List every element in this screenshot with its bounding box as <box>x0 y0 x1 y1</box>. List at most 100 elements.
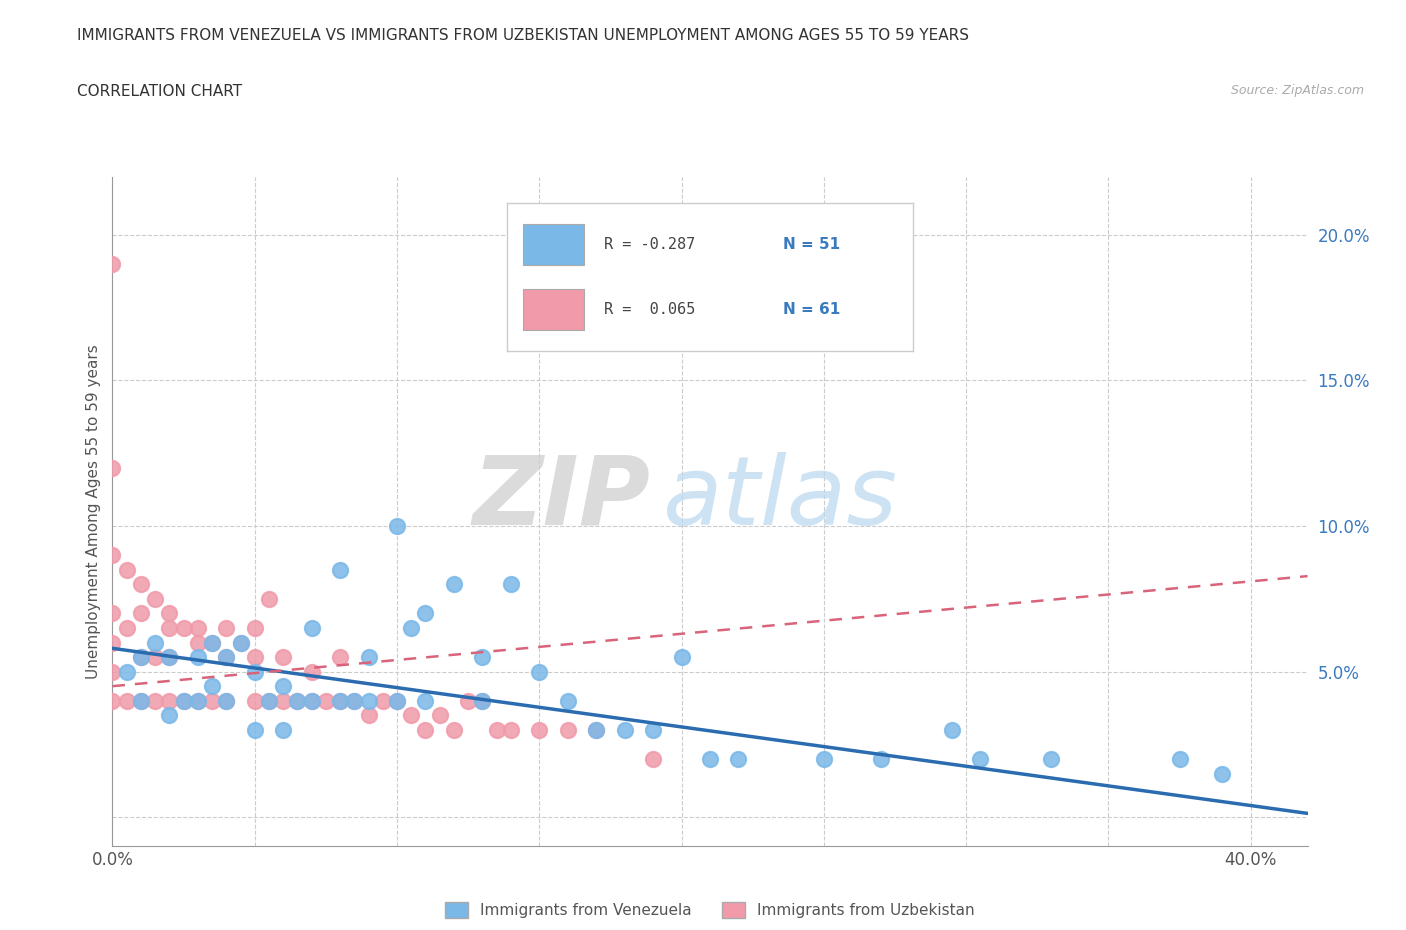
Point <box>229 635 252 650</box>
Point <box>129 577 152 591</box>
Point <box>271 650 294 665</box>
Point <box>529 664 551 679</box>
Point <box>301 620 323 635</box>
Point <box>385 693 408 708</box>
Point <box>1040 751 1063 766</box>
Point <box>271 693 294 708</box>
Point <box>471 650 494 665</box>
Text: atlas: atlas <box>662 452 897 545</box>
Point <box>129 606 152 621</box>
Point <box>401 708 423 723</box>
Point <box>201 693 224 708</box>
Point <box>329 563 352 578</box>
Point <box>443 577 465 591</box>
Point <box>329 693 352 708</box>
Y-axis label: Unemployment Among Ages 55 to 59 years: Unemployment Among Ages 55 to 59 years <box>86 344 101 679</box>
Text: IMMIGRANTS FROM VENEZUELA VS IMMIGRANTS FROM UZBEKISTAN UNEMPLOYMENT AMONG AGES : IMMIGRANTS FROM VENEZUELA VS IMMIGRANTS … <box>77 28 969 43</box>
Point <box>357 708 380 723</box>
Point <box>173 620 195 635</box>
Point <box>443 723 465 737</box>
Point <box>187 635 209 650</box>
Point <box>187 650 209 665</box>
Point <box>115 620 138 635</box>
Point <box>1211 766 1233 781</box>
Point <box>457 693 479 708</box>
Point <box>357 693 380 708</box>
Point <box>243 650 266 665</box>
Point <box>101 606 124 621</box>
Point <box>585 723 607 737</box>
Point <box>301 693 323 708</box>
Point <box>243 620 266 635</box>
Point <box>869 751 891 766</box>
Point <box>157 606 180 621</box>
Point <box>143 650 166 665</box>
Point <box>115 693 138 708</box>
Text: CORRELATION CHART: CORRELATION CHART <box>77 84 242 99</box>
Point <box>699 751 721 766</box>
Point <box>129 693 152 708</box>
Point <box>129 693 152 708</box>
Point <box>529 723 551 737</box>
Point <box>157 693 180 708</box>
Point <box>315 693 337 708</box>
Point <box>243 664 266 679</box>
Point <box>643 751 665 766</box>
Point <box>129 650 152 665</box>
Text: Source: ZipAtlas.com: Source: ZipAtlas.com <box>1230 84 1364 97</box>
Point <box>813 751 835 766</box>
Point <box>257 693 280 708</box>
Point <box>557 693 579 708</box>
Point <box>215 693 238 708</box>
Point <box>371 693 394 708</box>
Point <box>101 548 124 563</box>
Point <box>187 693 209 708</box>
Point <box>727 751 749 766</box>
Point <box>187 693 209 708</box>
Point <box>287 693 309 708</box>
Point <box>157 708 180 723</box>
Point <box>485 723 508 737</box>
Point <box>257 693 280 708</box>
Point <box>499 577 522 591</box>
Point <box>215 650 238 665</box>
Point <box>115 563 138 578</box>
Point <box>215 693 238 708</box>
Point <box>101 460 124 475</box>
Point <box>585 723 607 737</box>
Point <box>499 723 522 737</box>
Point <box>143 635 166 650</box>
Point <box>201 635 224 650</box>
Point <box>287 693 309 708</box>
Point <box>429 708 451 723</box>
Point <box>143 693 166 708</box>
Point <box>471 693 494 708</box>
Point <box>201 635 224 650</box>
Point <box>415 723 437 737</box>
Point <box>215 650 238 665</box>
Point <box>329 693 352 708</box>
Point <box>271 679 294 694</box>
Point <box>415 606 437 621</box>
Point <box>129 650 152 665</box>
Point <box>385 693 408 708</box>
Point <box>343 693 366 708</box>
Legend: Immigrants from Venezuela, Immigrants from Uzbekistan: Immigrants from Venezuela, Immigrants fr… <box>437 895 983 925</box>
Point <box>329 650 352 665</box>
Point <box>343 693 366 708</box>
Point <box>385 519 408 534</box>
Point <box>157 650 180 665</box>
Point <box>271 723 294 737</box>
Point <box>229 635 252 650</box>
Point <box>301 664 323 679</box>
Point <box>671 650 693 665</box>
Point <box>157 650 180 665</box>
Point <box>941 723 963 737</box>
Point <box>243 693 266 708</box>
Point <box>415 693 437 708</box>
Point <box>357 650 380 665</box>
Point <box>1168 751 1191 766</box>
Point <box>101 257 124 272</box>
Point <box>613 723 636 737</box>
Point <box>187 620 209 635</box>
